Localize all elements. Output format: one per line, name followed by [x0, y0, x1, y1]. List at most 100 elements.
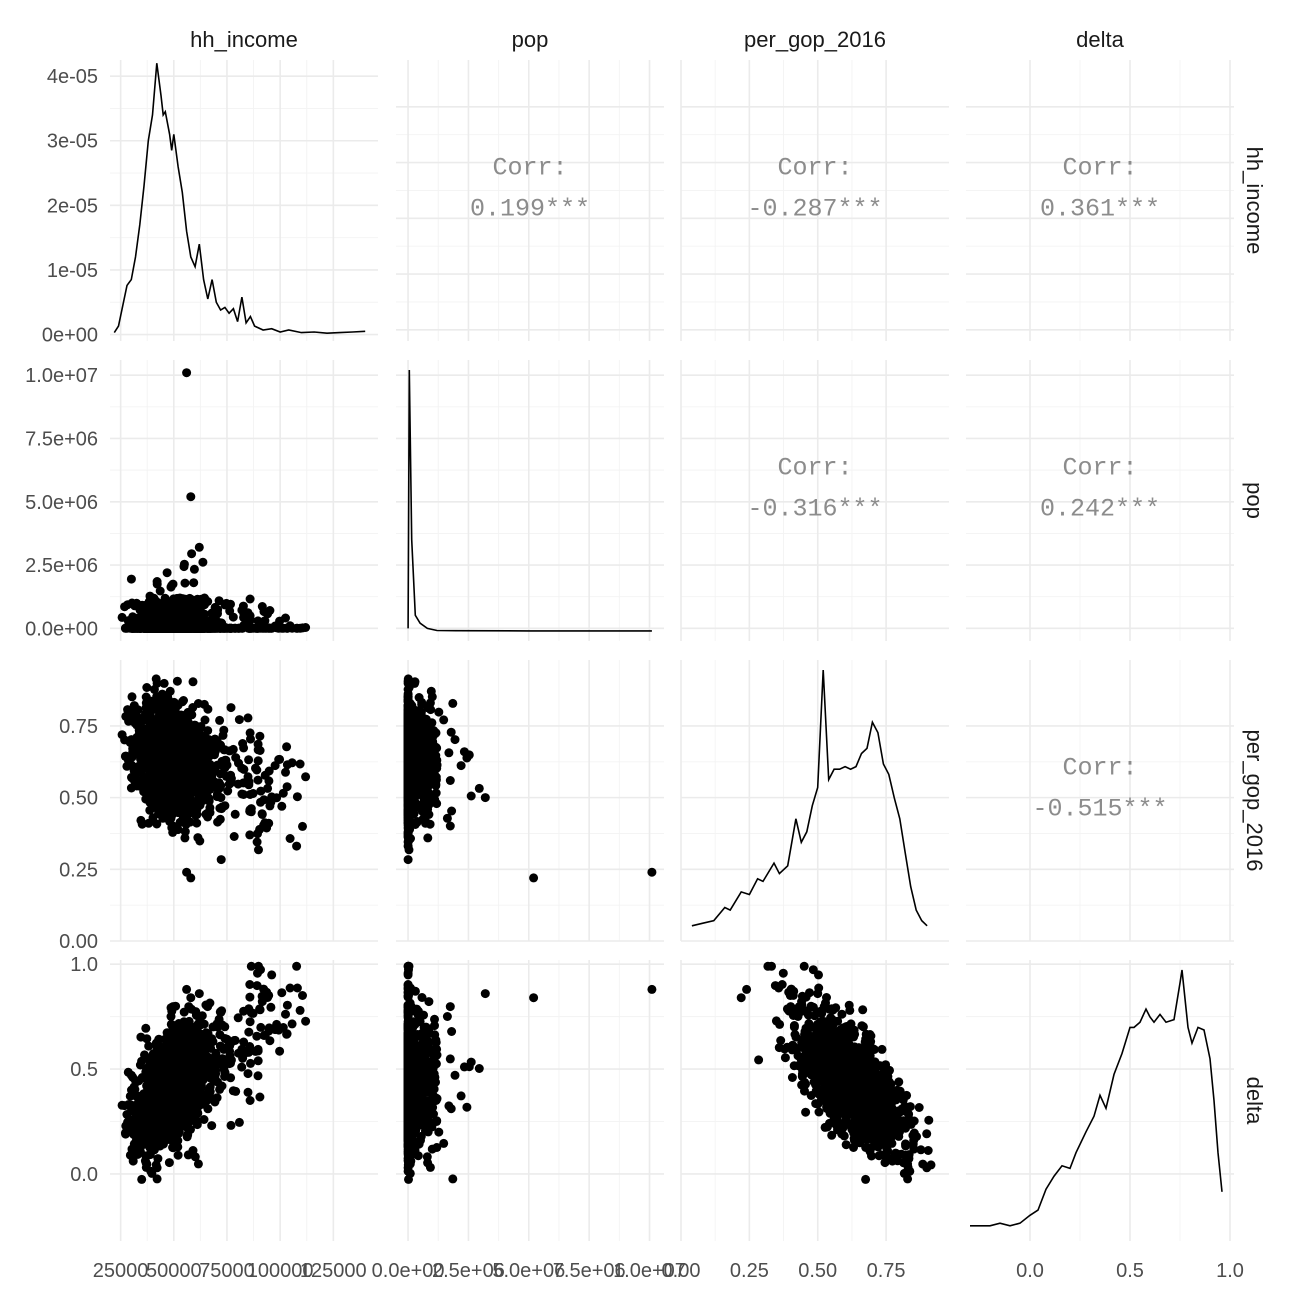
scatter-point-per_gop_2016-vs-pop [480, 793, 490, 803]
scatter-point-pop-vs-hh_income [123, 600, 133, 610]
scatter-point-per_gop_2016-vs-hh_income [253, 745, 263, 755]
scatter-point-pop-vs-hh_income [182, 368, 192, 378]
scatter-point-per_gop_2016-vs-hh_income [187, 748, 196, 758]
scatter-point-per_gop_2016-vs-hh_income [123, 705, 133, 715]
scatter-point-pop-vs-hh_income [234, 623, 243, 633]
scatter-point-per_gop_2016-vs-hh_income [123, 755, 133, 765]
scatter-point-pop-vs-hh_income [185, 601, 194, 611]
scatter-point-per_gop_2016-vs-hh_income [128, 715, 138, 725]
density-curve-hh_income [113, 63, 366, 335]
scatter-point-per_gop_2016-vs-hh_income [277, 801, 287, 811]
scatter-point-per_gop_2016-vs-hh_income [245, 806, 255, 816]
scatter-point-per_gop_2016-vs-hh_income [149, 795, 159, 805]
scatter-point-per_gop_2016-vs-hh_income [147, 702, 157, 712]
scatter-point-per_gop_2016-vs-hh_income [295, 759, 305, 769]
scatter-point-per_gop_2016-vs-pop [456, 761, 466, 771]
scatter-point-pop-vs-hh_income [187, 549, 197, 559]
scatter-point-per_gop_2016-vs-hh_income [152, 692, 162, 701]
scatter-point-per_gop_2016-vs-pop [423, 833, 433, 843]
scatter-point-per_gop_2016-vs-hh_income [216, 740, 225, 750]
scatter-point-per_gop_2016-vs-hh_income [152, 819, 162, 829]
scatter-point-per_gop_2016-vs-pop [428, 795, 438, 805]
scatter-point-per_gop_2016-vs-hh_income [226, 770, 236, 780]
scatter-point-pop-vs-hh_income [141, 600, 151, 610]
scatter-point-per_gop_2016-vs-pop [403, 692, 413, 701]
scatter-point-delta-vs-hh_income [267, 970, 277, 980]
scatter-point-per_gop_2016-vs-pop [439, 715, 449, 725]
scatter-point-per_gop_2016-vs-pop [529, 873, 539, 883]
scatter-point-pop-vs-hh_income [301, 623, 311, 632]
scatter-point-per_gop_2016-vs-hh_income [253, 829, 262, 839]
scatter-point-per_gop_2016-vs-hh_income [203, 704, 213, 714]
scatter-point-pop-vs-hh_income [278, 623, 288, 633]
scatter-point-pop-vs-hh_income [162, 568, 172, 578]
scatter-point-pop-vs-hh_income [239, 613, 249, 623]
scatter-point-per_gop_2016-vs-hh_income [226, 703, 236, 713]
scatter-point-delta-vs-hh_income [244, 1027, 254, 1037]
scatter-point-per_gop_2016-vs-hh_income [216, 855, 226, 865]
scatter-point-pop-vs-hh_income [238, 601, 248, 611]
scatter-point-per_gop_2016-vs-hh_income [212, 792, 222, 802]
scatter-point-per_gop_2016-vs-hh_income [215, 715, 225, 725]
scatter-point-pop-vs-hh_income [228, 612, 238, 622]
scatter-point-per_gop_2016-vs-hh_income [172, 676, 182, 686]
scatter-point-per_gop_2016-vs-pop [474, 783, 484, 793]
scatter-point-per_gop_2016-vs-hh_income [239, 790, 249, 799]
scatter-point-delta-vs-hh_income [255, 1092, 265, 1102]
scatter-point-pop-vs-hh_income [179, 559, 189, 569]
scatter-point-per_gop_2016-vs-hh_income [130, 763, 140, 773]
scatter-point-per_gop_2016-vs-hh_income [181, 801, 191, 811]
scatter-point-per_gop_2016-vs-hh_income [229, 832, 239, 841]
scatter-point-pop-vs-hh_income [245, 594, 255, 604]
scatter-point-delta-vs-hh_income [275, 1046, 285, 1056]
scatter-point-per_gop_2016-vs-hh_income [189, 806, 199, 816]
grid-layer [110, 60, 1234, 1241]
scatter-point-pop-vs-hh_income [126, 574, 136, 584]
scatter-point-delta-vs-hh_income [245, 1096, 255, 1105]
scatter-point-per_gop_2016-vs-pop [403, 701, 413, 711]
scatter-point-per_gop_2016-vs-hh_income [234, 758, 243, 768]
scatter-point-per_gop_2016-vs-hh_income [173, 825, 183, 835]
scatter-point-pop-vs-hh_income [264, 623, 274, 633]
scatter-point-per_gop_2016-vs-hh_income [186, 873, 196, 883]
scatter-point-delta-vs-hh_income [226, 1120, 236, 1130]
scatter-point-pop-vs-hh_income [152, 579, 162, 589]
scatter-point-pop-vs-hh_income [186, 492, 196, 502]
scatter-point-per_gop_2016-vs-hh_income [252, 837, 262, 847]
scatter-point-pop-vs-hh_income [168, 623, 177, 633]
scatter-point-per_gop_2016-vs-hh_income [287, 758, 297, 768]
scatter-point-per_gop_2016-vs-hh_income [174, 778, 184, 788]
scatter-point-pop-vs-hh_income [226, 599, 235, 609]
scatter-point-per_gop_2016-vs-hh_income [158, 809, 168, 819]
scatter-point-per_gop_2016-vs-pop [403, 779, 413, 789]
scatter-point-per_gop_2016-vs-hh_income [262, 823, 272, 833]
density-curve-delta [970, 969, 1223, 1227]
scatter-point-per_gop_2016-vs-hh_income [165, 701, 175, 711]
scatter-point-per_gop_2016-vs-hh_income [166, 813, 176, 823]
scatter-point-per_gop_2016-vs-hh_income [251, 763, 260, 773]
scatter-point-per_gop_2016-vs-hh_income [127, 772, 136, 782]
scatter-point-per_gop_2016-vs-hh_income [255, 731, 265, 741]
scatter-point-per_gop_2016-vs-pop [404, 845, 414, 855]
scatter-point-per_gop_2016-vs-hh_income [270, 761, 280, 771]
scatter-point-per_gop_2016-vs-pop [418, 814, 428, 824]
scatter-point-per_gop_2016-vs-hh_income [217, 802, 227, 812]
scatter-point-per_gop_2016-vs-pop [403, 825, 413, 835]
scatter-point-pop-vs-hh_income [140, 611, 150, 621]
scatter-point-pop-vs-hh_income [189, 578, 199, 588]
scatter-point-pop-vs-hh_income [281, 613, 290, 623]
scatter-point-per_gop_2016-vs-hh_income [168, 734, 177, 744]
scatter-point-per_gop_2016-vs-pop [417, 699, 427, 709]
scatter-point-per_gop_2016-vs-pop [445, 776, 455, 785]
scatter-point-per_gop_2016-vs-hh_income [142, 683, 152, 692]
scatter-point-pop-vs-hh_income [176, 594, 186, 604]
scatter-point-per_gop_2016-vs-hh_income [200, 755, 210, 765]
scatter-point-per_gop_2016-vs-pop [414, 785, 424, 795]
scatter-point-per_gop_2016-vs-hh_income [253, 775, 263, 785]
scatter-point-per_gop_2016-vs-hh_income [187, 710, 197, 720]
scatter-point-per_gop_2016-vs-hh_income [151, 723, 161, 733]
scatter-point-per_gop_2016-vs-hh_income [292, 841, 302, 851]
scatter-point-per_gop_2016-vs-pop [442, 813, 452, 823]
scatter-point-pop-vs-hh_income [213, 609, 222, 619]
